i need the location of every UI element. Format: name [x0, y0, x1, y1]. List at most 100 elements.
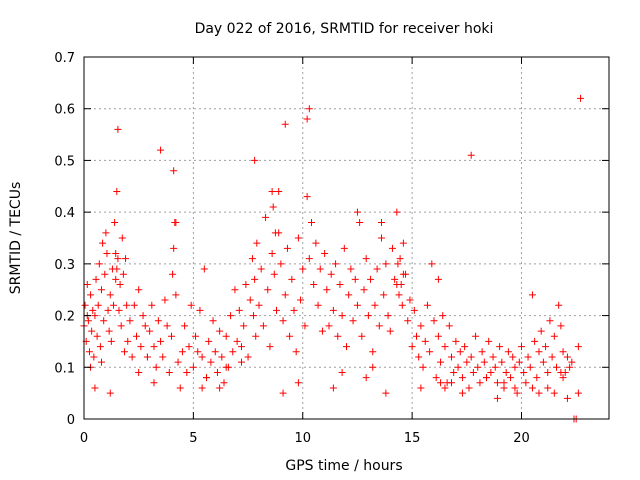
data-point: [209, 317, 217, 325]
data-point: [248, 255, 256, 263]
data-point: [279, 389, 287, 397]
y-axis-label: SRMTID / TECUs: [8, 182, 24, 295]
data-point: [334, 332, 342, 340]
data-point: [566, 363, 574, 371]
data-point: [91, 312, 99, 320]
data-point: [194, 348, 202, 356]
data-point: [568, 358, 576, 366]
data-point: [235, 306, 243, 314]
data-point: [98, 358, 105, 366]
data-point: [294, 234, 302, 242]
data-point: [404, 317, 412, 325]
y-tick-label: 0.4: [54, 206, 75, 221]
x-tick-label: 10: [294, 431, 311, 446]
data-point: [257, 265, 265, 273]
data-point: [116, 281, 124, 289]
data-point: [148, 301, 156, 309]
data-point: [262, 213, 270, 221]
data-point: [533, 374, 541, 382]
data-point: [421, 337, 429, 345]
data-point: [480, 358, 488, 366]
data-point: [526, 363, 534, 371]
data-point: [123, 301, 131, 309]
data-point: [91, 384, 99, 392]
data-point: [467, 353, 475, 361]
data-point: [513, 389, 521, 397]
data-point: [124, 337, 132, 345]
data-point: [356, 218, 364, 226]
data-point: [550, 332, 558, 340]
data-point: [83, 281, 91, 289]
data-point: [303, 115, 311, 123]
data-point: [448, 379, 455, 387]
data-point: [266, 343, 274, 351]
data-point: [89, 306, 97, 314]
data-point: [399, 239, 407, 247]
data-point: [233, 337, 241, 345]
data-point: [437, 358, 445, 366]
data-point: [511, 384, 519, 392]
data-point: [393, 281, 401, 289]
data-point: [343, 343, 350, 351]
y-tick-label: 0.1: [54, 361, 75, 376]
data-point: [428, 260, 436, 268]
data-point: [520, 368, 528, 376]
data-point: [380, 291, 388, 299]
data-point: [161, 296, 169, 304]
data-point: [483, 374, 490, 382]
data-point: [487, 368, 495, 376]
data-point: [332, 260, 340, 268]
data-point: [93, 332, 101, 340]
data-point: [467, 151, 475, 159]
data-point: [106, 389, 114, 397]
data-point: [347, 265, 355, 273]
chart-title: Day 022 of 2016, SRMTID for receiver hok…: [195, 21, 494, 37]
data-point: [281, 291, 289, 299]
data-point: [507, 374, 515, 382]
data-point: [146, 327, 154, 335]
data-point: [408, 343, 416, 351]
data-point: [371, 301, 379, 309]
data-point: [268, 250, 276, 258]
data-point: [338, 368, 346, 376]
data-point: [410, 306, 418, 314]
data-point: [87, 291, 95, 299]
y-tick-label: 0: [67, 413, 75, 428]
data-point: [574, 389, 582, 397]
data-point: [216, 384, 224, 392]
data-point: [445, 322, 453, 330]
data-point: [338, 312, 346, 320]
data-point: [369, 348, 377, 356]
data-point: [563, 394, 571, 402]
data-point: [154, 317, 162, 325]
grid: [84, 57, 609, 419]
x-tick-label: 5: [189, 431, 197, 446]
data-point: [491, 363, 499, 371]
data-point: [305, 105, 313, 113]
data-point: [456, 348, 464, 356]
data-point: [500, 379, 508, 387]
data-point: [542, 343, 550, 351]
data-point: [318, 327, 326, 335]
data-point: [113, 265, 121, 273]
data-point: [382, 389, 390, 397]
data-point: [172, 291, 180, 299]
data-point: [203, 374, 210, 382]
plot-frame: [83, 56, 610, 420]
data-point: [110, 301, 118, 309]
data-point: [321, 250, 329, 258]
data-point: [176, 384, 184, 392]
data-point: [537, 327, 545, 335]
data-point: [557, 368, 565, 376]
data-point: [273, 306, 280, 314]
data-point: [99, 239, 107, 247]
data-point: [362, 255, 370, 263]
data-point: [229, 348, 237, 356]
data-point: [458, 374, 466, 382]
data-point: [463, 358, 471, 366]
data-point: [336, 281, 344, 289]
data-point: [120, 348, 128, 356]
data-point: [100, 317, 108, 325]
data-point: [157, 337, 165, 345]
data-point: [553, 363, 560, 371]
